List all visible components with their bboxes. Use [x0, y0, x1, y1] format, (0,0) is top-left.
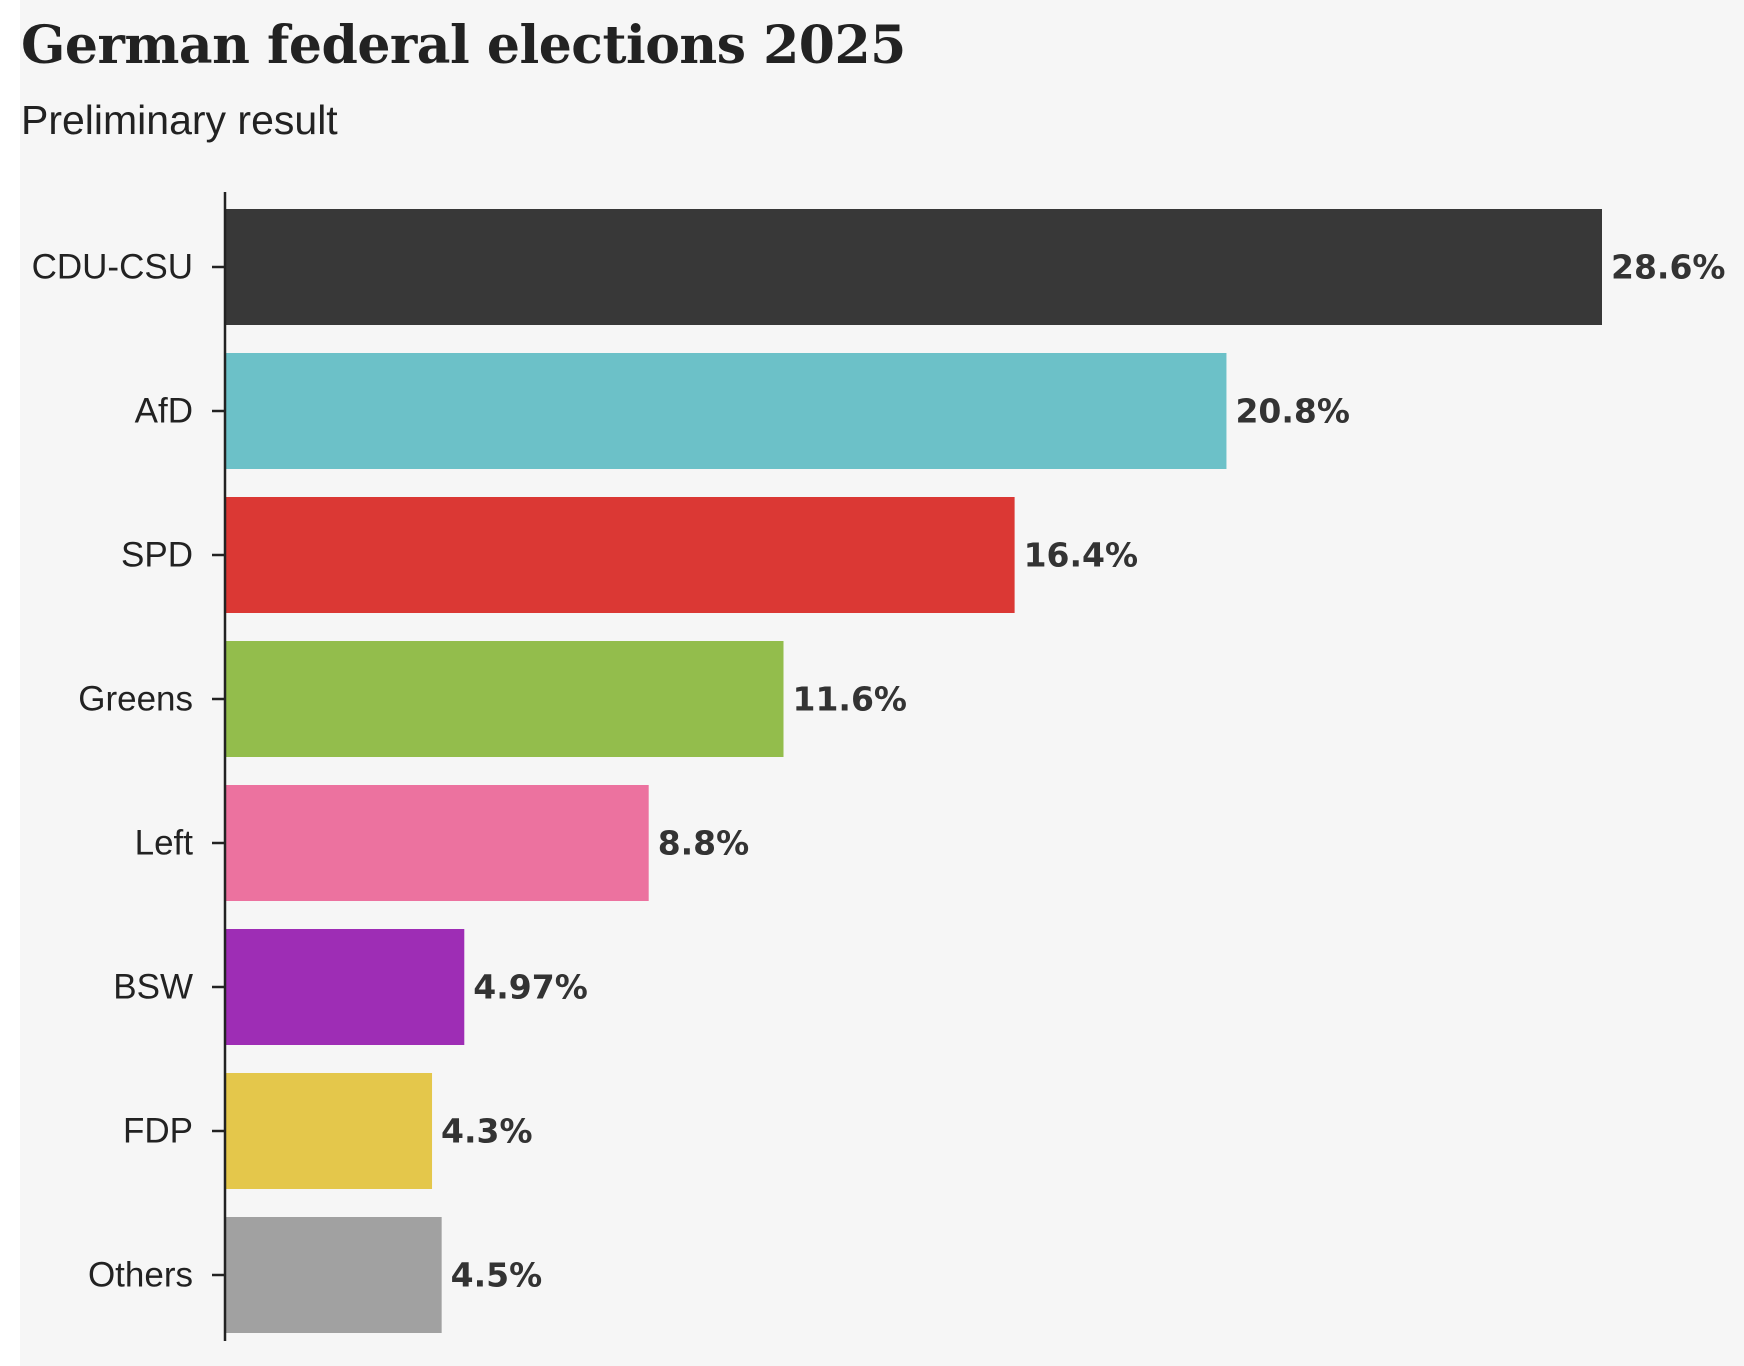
chart-title: German federal elections 2025	[21, 15, 906, 76]
category-label-afd: AfD	[135, 392, 193, 431]
category-label-others: Others	[88, 1256, 193, 1295]
value-label-spd: 16.4%	[1024, 536, 1139, 575]
bar-fdp	[225, 1073, 433, 1189]
value-label-left: 8.8%	[658, 824, 750, 863]
bar-spd	[225, 497, 1015, 613]
value-label-bsw: 4.97%	[473, 968, 588, 1007]
category-label-left: Left	[135, 824, 194, 863]
category-label-greens: Greens	[78, 680, 193, 719]
bar-left	[225, 785, 649, 901]
value-label-greens: 11.6%	[793, 680, 908, 719]
value-label-others: 4.5%	[451, 1256, 543, 1295]
bar-bsw	[225, 929, 465, 1045]
category-label-bsw: BSW	[113, 968, 193, 1007]
value-label-cdu-csu: 28.6%	[1611, 248, 1726, 287]
value-labels: 28.6% 20.8% 16.4% 11.6% 8.8% 4.97% 4.3% 4.5%	[441, 248, 1725, 1295]
bar-greens	[225, 641, 784, 757]
category-label-fdp: FDP	[123, 1112, 193, 1151]
category-label-cdu-csu: CDU-CSU	[32, 248, 193, 287]
chart-subtitle: Preliminary result	[21, 97, 338, 143]
value-label-fdp: 4.3%	[441, 1112, 533, 1151]
bars-layer	[225, 209, 1602, 1333]
category-label-spd: SPD	[121, 536, 193, 575]
category-labels: CDU-CSU AfD SPD Greens Left BSW FDP Others	[32, 248, 194, 1295]
category-ticks	[212, 265, 225, 1277]
bar-afd	[225, 353, 1227, 469]
bar-others	[225, 1217, 442, 1333]
value-label-afd: 20.8%	[1235, 392, 1350, 431]
bar-cdu-csu	[225, 209, 1602, 325]
